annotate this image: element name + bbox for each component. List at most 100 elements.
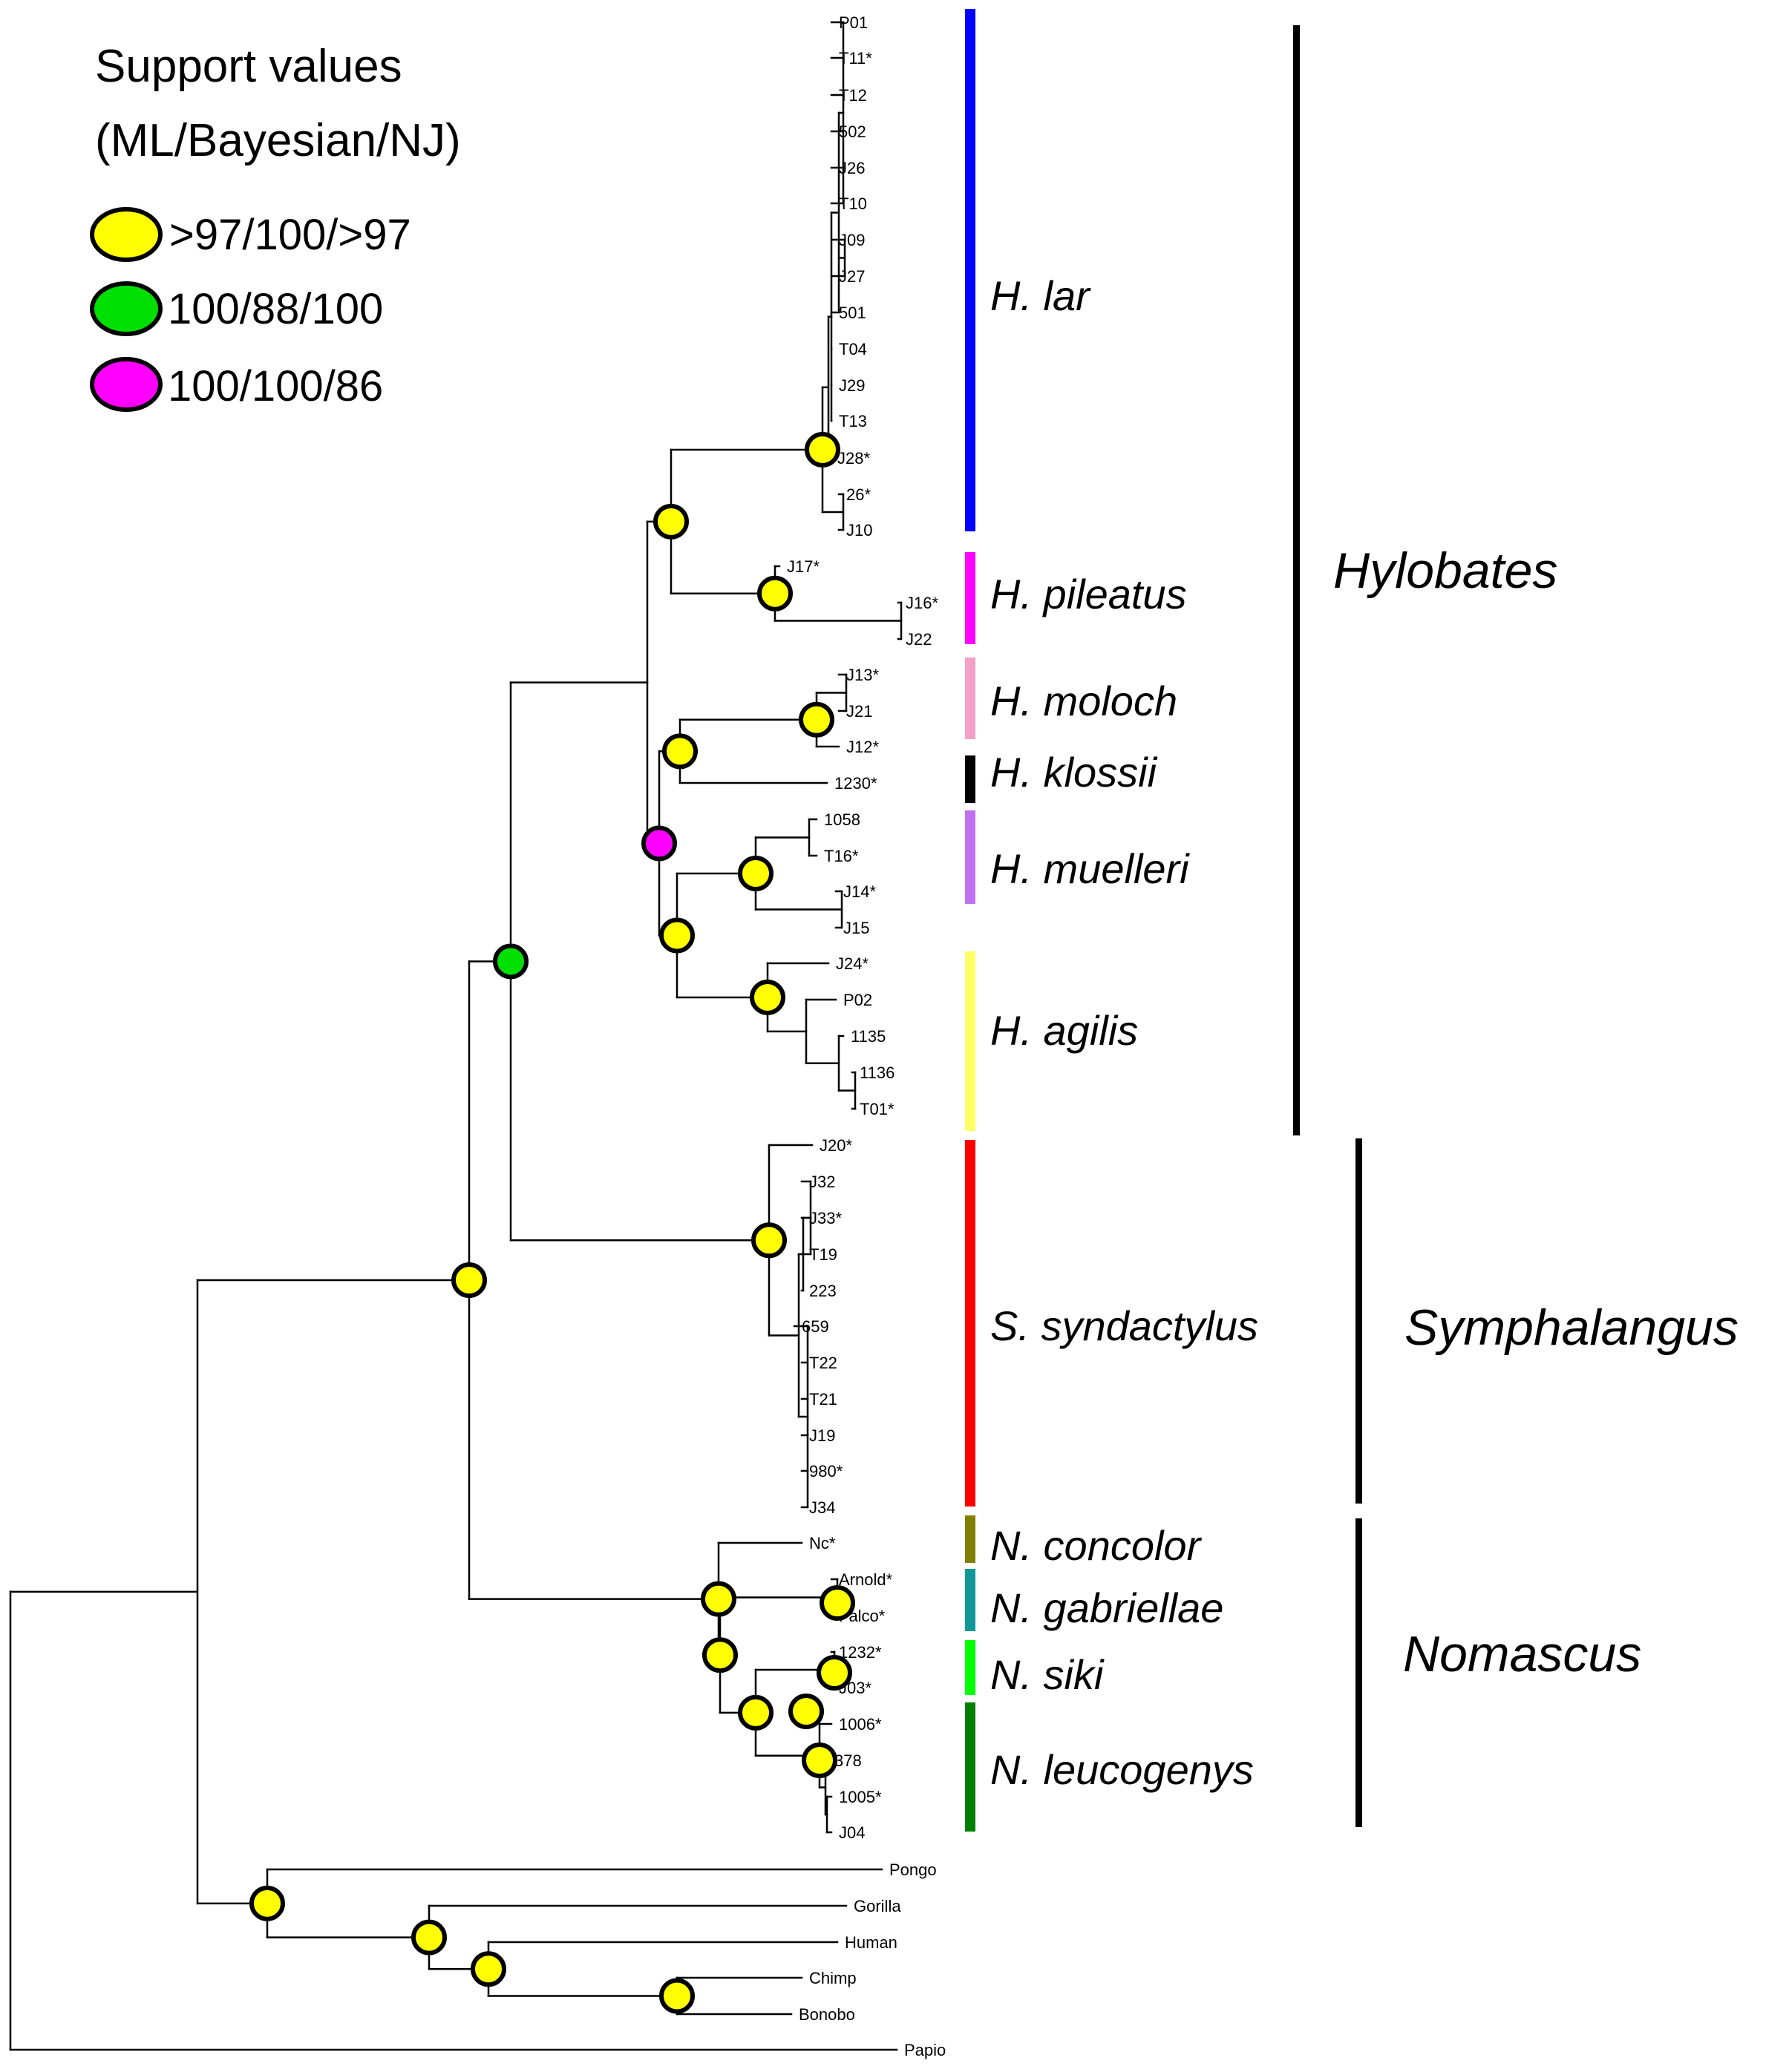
support-node <box>249 1885 285 1921</box>
leaf-label: 1135 <box>851 1027 886 1046</box>
leaf-label: J26 <box>839 159 865 177</box>
support-node <box>738 1694 774 1731</box>
species-bar <box>965 1702 975 1832</box>
species-bar <box>965 810 975 904</box>
leaf-label: J20* <box>820 1136 852 1155</box>
support-node <box>701 1581 736 1617</box>
species-label: H. lar <box>990 272 1091 319</box>
support-node <box>653 503 689 540</box>
species-bar <box>965 1640 975 1695</box>
leaf-label: T13 <box>839 412 867 430</box>
genus-bar <box>1355 1138 1362 1504</box>
leaf-label: 1230* <box>834 774 877 793</box>
support-node <box>662 733 698 770</box>
leaf-label: J12* <box>846 738 879 756</box>
leaf-label: 501 <box>839 304 866 322</box>
leaf-label: Papio <box>904 2041 946 2059</box>
species-bar <box>965 9 975 531</box>
species-bar <box>965 951 975 1131</box>
leaf-label: J29 <box>839 376 865 395</box>
species-bar <box>965 658 975 739</box>
leaf-label: Human <box>845 1933 897 1952</box>
leaf-label: J32 <box>809 1173 835 1191</box>
leaf-label: J10 <box>846 521 872 540</box>
support-node <box>750 979 785 1015</box>
leaf-label: Chimp <box>809 1969 857 1987</box>
species-label: H. agilis <box>990 1007 1138 1054</box>
leaf-label: Bonobo <box>799 2005 855 2024</box>
leaf-label: J27 <box>839 267 865 286</box>
leaf-label: J16* <box>906 594 938 612</box>
species-bar <box>965 1515 975 1563</box>
species-label: N. leucogenys <box>990 1746 1254 1793</box>
support-node <box>659 917 695 954</box>
support-node <box>471 1951 506 1987</box>
leaf-label: P01 <box>839 13 868 32</box>
species-label: H. moloch <box>990 678 1177 724</box>
leaf-label: Gorilla <box>854 1897 901 1915</box>
leaf-label: T04 <box>839 340 867 358</box>
leaf-label: T01* <box>860 1100 894 1118</box>
leaf-label: J19 <box>809 1426 835 1445</box>
legend-title-line2: (ML/Bayesian/NJ) <box>95 115 461 166</box>
species-label: N. concolor <box>990 1522 1203 1569</box>
leaf-label: J22 <box>906 630 932 649</box>
legend-swatch-nj-86 <box>90 357 163 412</box>
species-label: S. syndactylus <box>990 1302 1258 1349</box>
leaf-label: Pongo <box>889 1860 937 1879</box>
leaf-label: 1006* <box>839 1715 882 1734</box>
leaf-label: J09 <box>839 231 865 249</box>
support-node <box>738 856 774 891</box>
leaf-label: T21 <box>809 1390 837 1409</box>
leaf-label: T10 <box>839 194 867 213</box>
legend-swatch-bayes-88 <box>90 281 163 336</box>
support-node <box>493 943 529 980</box>
leaf-label: 26* <box>846 485 871 504</box>
leaf-label: 1058 <box>824 810 860 829</box>
leaf-label: 1005* <box>839 1788 882 1806</box>
leaf-label: J04 <box>839 1823 865 1842</box>
legend: Support values (ML/Bayesian/NJ) >97/100/… <box>90 41 461 412</box>
support-node <box>817 1655 852 1691</box>
leaf-label: T19 <box>809 1245 837 1264</box>
leaf-label: Arnold* <box>839 1570 893 1589</box>
leaf-label: J17* <box>787 557 820 576</box>
species-label: H. klossii <box>990 749 1158 796</box>
support-node <box>820 1585 855 1621</box>
leaf-label: 378 <box>834 1751 862 1770</box>
support-node <box>751 1222 787 1259</box>
genus-label: Nomascus <box>1403 1626 1641 1682</box>
leaf-label: 659 <box>802 1317 829 1336</box>
species-bars <box>965 9 975 1832</box>
legend-swatch-high-support <box>90 207 163 262</box>
leaf-label: 980* <box>809 1462 843 1481</box>
species-bar <box>965 755 975 803</box>
leaf-label: J13* <box>846 666 879 684</box>
genus-labels: Hylobates Symphalangus Nomascus <box>1333 542 1739 1682</box>
genus-bars <box>1293 25 1362 1827</box>
support-node <box>451 1262 487 1299</box>
leaf-label: J33* <box>809 1209 842 1227</box>
leaf-label: J28* <box>837 449 870 468</box>
legend-title-line1: Support values <box>95 41 402 92</box>
legend-label-high-support: >97/100/>97 <box>169 211 411 259</box>
genus-label: Hylobates <box>1333 542 1557 599</box>
leaf-label: J15 <box>843 919 869 937</box>
legend-label-bayes-88: 100/88/100 <box>168 285 383 333</box>
support-node <box>411 1919 447 1955</box>
leaf-label: T11* <box>839 49 872 68</box>
species-bar <box>965 552 975 644</box>
leaf-label: 502 <box>839 122 866 141</box>
support-node <box>702 1637 738 1673</box>
species-label: N. gabriellae <box>990 1584 1223 1631</box>
leaf-label: Nc* <box>809 1534 836 1553</box>
species-bar <box>965 1569 975 1631</box>
genus-bar <box>1293 25 1300 1135</box>
genus-label: Symphalangus <box>1404 1299 1739 1356</box>
leaf-label: T12 <box>839 86 867 105</box>
support-node <box>757 575 793 612</box>
genus-bar <box>1355 1518 1362 1827</box>
species-label: H. muelleri <box>990 845 1190 892</box>
leaf-label: T22 <box>809 1354 837 1372</box>
